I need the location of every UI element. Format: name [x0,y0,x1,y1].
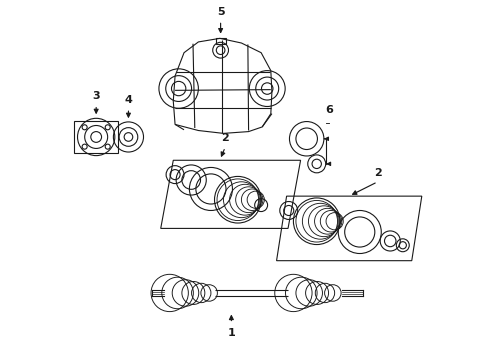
Text: 3: 3 [92,91,100,101]
Text: 4: 4 [124,95,132,105]
Text: 1: 1 [227,328,235,338]
Text: 2: 2 [221,134,229,143]
Text: 2: 2 [374,168,382,178]
Text: 6: 6 [325,105,333,115]
Text: 5: 5 [217,7,224,17]
